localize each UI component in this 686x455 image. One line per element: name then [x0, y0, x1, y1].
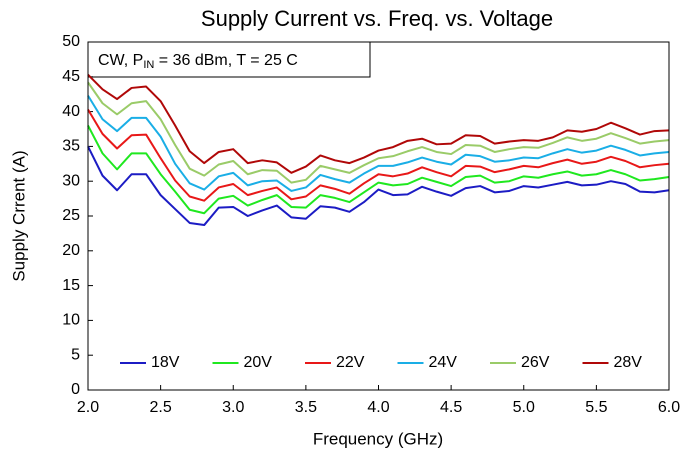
y-tick-label: 40: [62, 103, 80, 120]
y-tick-label: 10: [62, 312, 80, 329]
y-tick-label: 15: [62, 277, 80, 294]
series-line: [87, 95, 670, 192]
series-line: [87, 145, 670, 227]
x-tick-label: 6.0: [658, 399, 680, 416]
plot-frame: [87, 41, 670, 391]
x-tick-label: 5.0: [513, 399, 535, 416]
y-tick-label: 25: [62, 207, 80, 224]
legend-label: 22V: [336, 354, 365, 371]
legend-label: 26V: [521, 354, 550, 371]
x-tick-label: 4.0: [367, 399, 389, 416]
x-tick-label: 3.5: [295, 399, 317, 416]
y-axis-label: Supply Crrent (A): [9, 150, 28, 281]
y-tick-label: 0: [71, 381, 80, 398]
x-tick-label: 2.5: [150, 399, 172, 416]
series-line: [87, 81, 670, 184]
series-line: [87, 74, 670, 174]
y-tick-label: 50: [62, 33, 80, 50]
annotation-text: CW, P: [98, 52, 143, 69]
series-line: [87, 108, 670, 202]
y-tick-label: 5: [71, 346, 80, 363]
legend-label: 28V: [614, 354, 643, 371]
x-tick-label: 2.0: [77, 399, 99, 416]
y-tick-label: 30: [62, 172, 80, 189]
y-tick-label: 20: [62, 242, 80, 259]
annotation-box: [87, 41, 371, 78]
x-tick-label: 4.5: [440, 399, 462, 416]
x-tick-label: 3.0: [222, 399, 244, 416]
x-tick-label: 5.5: [585, 399, 607, 416]
chart-title: Supply Current vs. Freq. vs. Voltage: [201, 6, 553, 31]
x-axis-label: Frequency (GHz): [313, 429, 443, 448]
y-tick-label: 35: [62, 138, 80, 155]
annotation-text: = 36 dBm, T = 25 C: [154, 52, 298, 69]
y-tick-label: 45: [62, 68, 80, 85]
legend-label: 20V: [244, 354, 273, 371]
annotation-subscript: IN: [143, 59, 154, 71]
annotation: CW, PIN = 36 dBm, T = 25 C: [98, 52, 298, 71]
series-line: [87, 125, 670, 215]
legend-label: 24V: [429, 354, 458, 371]
legend-label: 18V: [151, 354, 180, 371]
